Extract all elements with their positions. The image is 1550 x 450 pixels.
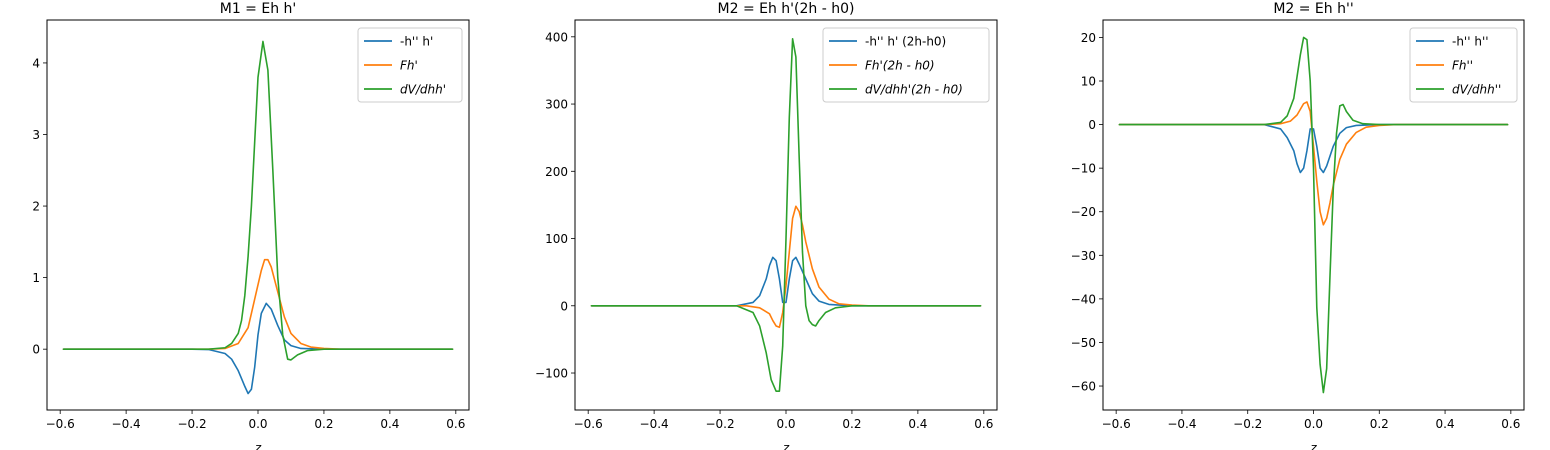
series-line-3 xyxy=(590,38,982,392)
chart-title: M1 = Eh h' xyxy=(220,1,297,17)
series-group xyxy=(1118,36,1509,394)
y-tick-label: 1 xyxy=(32,271,40,285)
y-tick-label: 10 xyxy=(1081,75,1096,89)
x-tick-label: −0.4 xyxy=(640,417,669,431)
chart-title: M2 = Eh h'' xyxy=(1273,1,1353,17)
chart-panel-1: −0.6 −0.4 −0.2 0.0 0.2 0.4 0.6 0 1 2 3 4 M1 = Eh h' z… xyxy=(32,1,470,450)
y-tick-label: 3 xyxy=(32,128,40,142)
x-tick-label: −0.2 xyxy=(705,417,734,431)
y-tick-label: 0 xyxy=(32,343,40,357)
series-line-2 xyxy=(590,205,982,329)
series-line-1 xyxy=(62,302,454,395)
x-tick-label: −0.6 xyxy=(46,417,75,431)
legend: -h'' h' (2h-h0) Fh'(2h - h0) dV/dhh'(2h - … xyxy=(822,27,990,103)
x-tick-label: 0.0 xyxy=(248,417,267,431)
legend-box xyxy=(357,27,463,103)
chart-panel-2: −0.6 −0.4 −0.2 0.0 0.2 0.4 0.6 −100 0 100 200 300 40… xyxy=(535,1,998,450)
x-tick-label: 0.0 xyxy=(776,417,795,431)
x-tick-label: 0.6 xyxy=(1501,417,1520,431)
legend-label: -h'' h' (2h-h0) xyxy=(865,35,946,49)
series-group xyxy=(62,40,454,395)
chart-title: M2 = Eh h'(2h - h0) xyxy=(718,1,855,17)
x-tick-label: 0.4 xyxy=(908,417,927,431)
x-tick-label: 0.2 xyxy=(1370,417,1389,431)
y-tick-label: −10 xyxy=(1071,162,1096,176)
x-axis-label: z xyxy=(254,441,262,450)
chart-panel-3: −0.6 −0.4 −0.2 0.0 0.2 0.4 0.6 −60 −50 −40 −30 −20 −… xyxy=(1071,1,1525,450)
x-tick-label: −0.2 xyxy=(1233,417,1262,431)
x-tick-label: 0.6 xyxy=(974,417,993,431)
x-axis-label: z xyxy=(782,441,790,450)
legend-label: dV/dhh' xyxy=(400,83,446,97)
x-tick-label: −0.6 xyxy=(1102,417,1131,431)
y-tick-label: 300 xyxy=(545,98,568,112)
y-tick-label: −100 xyxy=(535,367,568,381)
y-tick-label: 4 xyxy=(32,56,40,70)
y-tick-label: −50 xyxy=(1071,336,1096,350)
y-tick-label: −30 xyxy=(1071,249,1096,263)
legend-label: Fh'' xyxy=(1452,59,1473,73)
x-tick-label: −0.2 xyxy=(177,417,206,431)
legend: -h'' h' Fh' dV/dhh' xyxy=(357,27,463,103)
series-line-3 xyxy=(62,40,454,361)
y-tick-label: 20 xyxy=(1081,31,1096,45)
legend-box xyxy=(822,27,990,103)
y-tick-label: 2 xyxy=(32,200,40,214)
x-tick-label: 0.2 xyxy=(842,417,861,431)
y-tick-label: 400 xyxy=(545,30,568,44)
series-line-2 xyxy=(1118,101,1509,226)
x-tick-label: −0.4 xyxy=(112,417,141,431)
series-group xyxy=(590,38,982,392)
series-line-3 xyxy=(1118,36,1509,394)
legend-label: dV/dhh'(2h - h0) xyxy=(865,83,963,97)
series-line-1 xyxy=(590,256,982,307)
x-tick-label: −0.6 xyxy=(574,417,603,431)
x-axis-label: z xyxy=(1309,441,1317,450)
series-line-2 xyxy=(62,258,454,350)
legend-label: Fh'(2h - h0) xyxy=(865,59,935,73)
y-tick-label: 200 xyxy=(545,165,568,179)
y-tick-label: 100 xyxy=(545,232,568,246)
legend-label: Fh' xyxy=(400,59,418,73)
series-line-1 xyxy=(1118,123,1509,174)
y-tick-label: −40 xyxy=(1071,292,1096,306)
y-tick-label: −60 xyxy=(1071,380,1096,394)
y-tick-label: −20 xyxy=(1071,205,1096,219)
x-tick-label: −0.4 xyxy=(1167,417,1196,431)
y-tick-label: 0 xyxy=(560,299,568,313)
y-tick-label: 0 xyxy=(1088,118,1096,132)
legend-label: -h'' h'' xyxy=(1452,35,1489,49)
legend: -h'' h'' Fh'' dV/dhh'' xyxy=(1409,27,1518,103)
x-tick-label: 0.0 xyxy=(1304,417,1323,431)
x-tick-label: 0.4 xyxy=(1436,417,1455,431)
x-tick-label: 0.4 xyxy=(380,417,399,431)
legend-label: -h'' h' xyxy=(400,35,433,49)
legend-label: dV/dhh'' xyxy=(1452,83,1501,97)
legend-box xyxy=(1409,27,1518,103)
x-tick-label: 0.6 xyxy=(446,417,465,431)
x-tick-label: 0.2 xyxy=(314,417,333,431)
